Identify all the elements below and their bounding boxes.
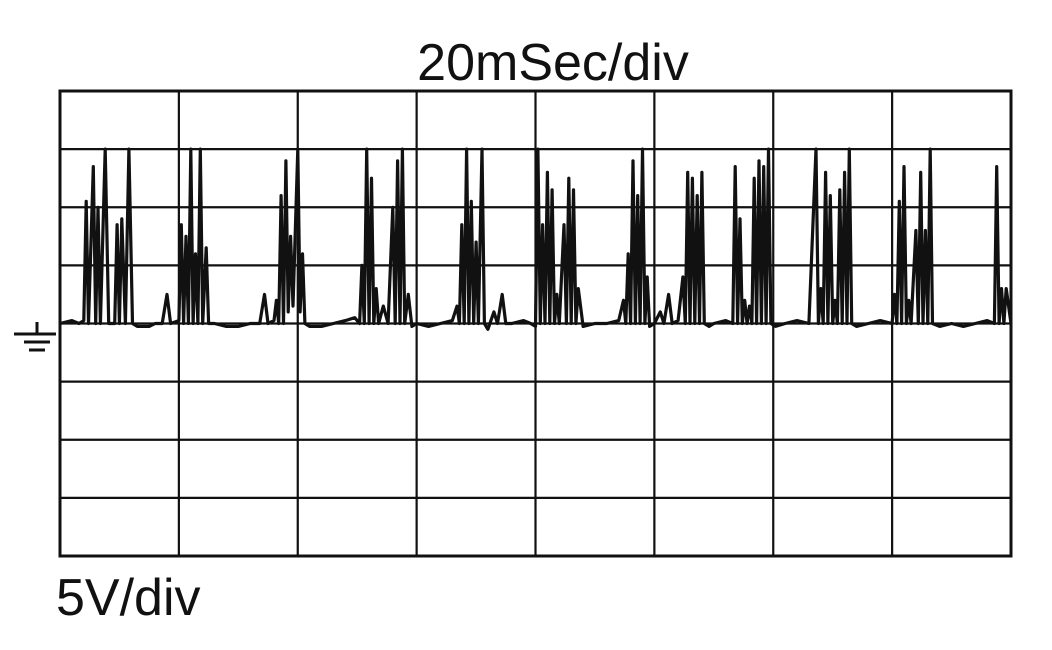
chart-title: 20mSec/div — [417, 34, 689, 92]
ground-icon — [14, 322, 56, 352]
vertical-scale-label: 5V/div — [56, 569, 201, 627]
signal-trace — [59, 147, 1013, 331]
